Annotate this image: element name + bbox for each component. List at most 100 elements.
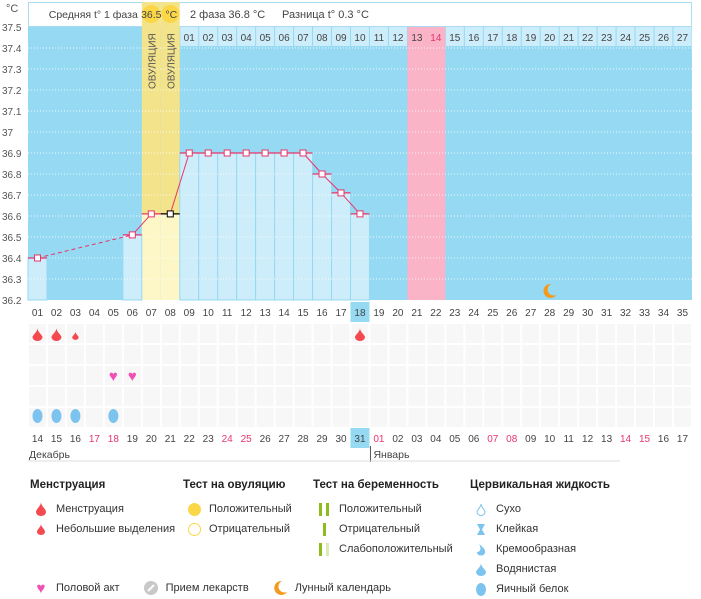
legend-label: Сухо — [496, 503, 521, 515]
watery-icon — [470, 562, 492, 576]
cycle-day-label: 21 — [411, 308, 423, 319]
next-cycle-cell — [426, 27, 445, 46]
header-box — [28, 2, 692, 27]
grid-cell — [389, 408, 407, 427]
month-label: Январь — [373, 449, 410, 461]
egg-white-icon — [70, 409, 81, 423]
temperature-difference: Разница t° 0.3 °C — [282, 9, 369, 21]
y-tick-label: 36.8 — [2, 170, 22, 181]
grid-cell — [237, 324, 255, 343]
grid-cell — [123, 408, 141, 427]
grid-cell — [29, 387, 46, 406]
temperature-point — [128, 231, 136, 239]
legend-label: Яичный белок — [496, 583, 569, 595]
grid-cell — [655, 345, 672, 364]
grid-cell — [142, 408, 160, 427]
grid-cell — [85, 324, 103, 343]
grid-cell — [503, 324, 521, 343]
next-cycle-cell — [464, 27, 483, 46]
legend-label: Водянистая — [496, 563, 557, 575]
cycle-day-label: 19 — [373, 308, 385, 319]
two-lines-icon — [313, 502, 335, 516]
date-label: 28 — [298, 434, 310, 445]
legend-label: Отрицательный — [339, 523, 420, 535]
legend-label: Клейкая — [496, 523, 539, 535]
cycle-day-label: 02 — [51, 308, 63, 319]
next-cycle-day: 14 — [430, 33, 442, 44]
next-cycle-day: 02 — [203, 33, 215, 44]
date-label: 24 — [222, 434, 234, 445]
grid-cell — [655, 387, 672, 406]
grid-cell — [161, 324, 179, 343]
moon-icon — [269, 580, 291, 596]
next-cycle-cell — [350, 27, 369, 46]
next-cycle-cell — [654, 27, 673, 46]
date-label: 19 — [127, 434, 139, 445]
grid-cell — [446, 366, 464, 385]
grid-cell — [332, 408, 350, 427]
highlight-column — [426, 27, 446, 300]
date-label: 05 — [449, 434, 461, 445]
next-cycle-day: 21 — [563, 33, 575, 44]
ovulation-label: ОВУЛЯЦИЯ — [147, 33, 158, 89]
legend-title: Тест на беременность — [313, 479, 439, 491]
temperature-bar — [217, 152, 238, 301]
phase1-unit: °C — [165, 9, 177, 21]
grid-cell — [522, 345, 540, 364]
grid-cell — [275, 408, 293, 427]
grid-cell — [142, 345, 160, 364]
temperature-bar — [349, 213, 370, 301]
grid-cell — [617, 324, 635, 343]
next-cycle-cell — [597, 27, 616, 46]
temperature-point — [147, 210, 155, 218]
cycle-day-label: 03 — [70, 308, 82, 319]
grid-cell — [256, 366, 274, 385]
date-label: 25 — [241, 434, 253, 445]
ovulation-bar — [141, 213, 161, 300]
grid-cell — [47, 345, 65, 364]
egg-white-icon — [470, 582, 492, 596]
grid-cell — [85, 387, 103, 406]
grid-cell — [104, 324, 122, 343]
next-cycle-day: 25 — [639, 33, 651, 44]
grid-cell — [123, 366, 141, 385]
grid-cell — [351, 408, 369, 427]
grid-cell — [370, 387, 388, 406]
cycle-day-label: 31 — [601, 308, 613, 319]
next-cycle-day: 19 — [525, 33, 537, 44]
grid-cell — [256, 387, 274, 406]
grid-cell — [636, 387, 654, 406]
next-cycle-day: 09 — [335, 33, 347, 44]
menstruation-icon — [354, 328, 365, 341]
next-cycle-cell — [369, 27, 388, 46]
grid-cell — [123, 387, 141, 406]
next-cycle-day: 12 — [392, 33, 404, 44]
temperature-bar — [331, 192, 351, 301]
next-cycle-cell — [635, 27, 654, 46]
grid-cell — [636, 408, 654, 427]
grid-cell — [66, 345, 84, 364]
legend-label: Прием лекарств — [165, 582, 249, 594]
grid-cell — [465, 366, 483, 385]
grid-cell — [673, 387, 691, 406]
grid-cell — [29, 345, 46, 364]
grid-cell — [673, 366, 691, 385]
grid-cell — [465, 408, 483, 427]
next-cycle-day: 13 — [411, 33, 423, 44]
next-cycle-cell — [673, 27, 692, 46]
grid-cell — [275, 366, 293, 385]
grid-cell — [446, 408, 464, 427]
spotting-icon — [72, 331, 79, 340]
legend-label: Половой акт — [56, 582, 120, 594]
temperature-line — [37, 234, 133, 259]
cycle-day-label: 07 — [146, 308, 158, 319]
temperature-point — [337, 189, 345, 197]
date-label: 23 — [203, 434, 215, 445]
grid-cell — [484, 324, 502, 343]
date-label: 09 — [525, 434, 537, 445]
temperature-point — [223, 149, 231, 157]
y-tick-label: 36.4 — [2, 254, 22, 265]
date-label: 11 — [563, 434, 574, 445]
grid-cell — [522, 366, 540, 385]
next-cycle-cell — [388, 27, 407, 46]
